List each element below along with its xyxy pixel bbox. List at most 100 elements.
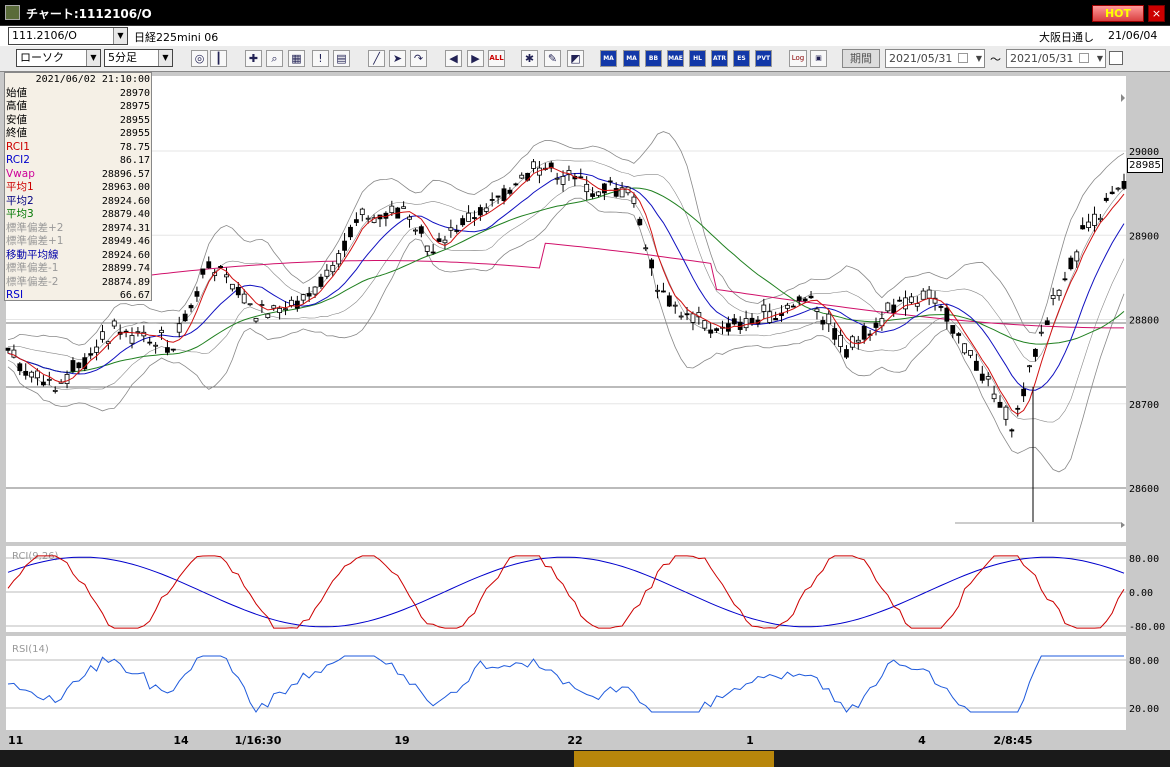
info-row: 平均1 28963.00 [5, 181, 153, 195]
period-button[interactable]: 期間 [842, 49, 880, 68]
candle-body [23, 370, 29, 376]
indicator-button-bb[interactable]: BB [645, 50, 662, 67]
info-row: RCI2 86.17 [5, 154, 153, 168]
grid-icon[interactable]: ▦ [288, 50, 305, 67]
candle-body [861, 325, 867, 340]
candle-body [466, 212, 471, 222]
indicator-button-pvt[interactable]: PVT [755, 50, 772, 67]
symbol-bar: 111.2106/O ▼ 日経225mini 06 大阪日通し 21/06/04 [0, 26, 1170, 46]
symbol-code: 111.2106/O [12, 29, 77, 42]
date-from-field[interactable]: 2021/05/31 ▼ [885, 49, 985, 68]
close-button[interactable]: × [1148, 5, 1165, 22]
chart-area[interactable]: 29000 28900 28800 28700 28600 80.00 0.00 -80.00… [0, 72, 1170, 767]
date-to-value: 2021/05/31 [1010, 52, 1074, 65]
candle-body [5, 347, 11, 351]
candle-body [1074, 251, 1080, 262]
indicator-button-hl[interactable]: HL [689, 50, 706, 67]
candle-body [678, 315, 684, 318]
candle-body [111, 320, 117, 327]
candle-body [796, 296, 802, 301]
candle-body [731, 318, 737, 325]
candle-body [814, 308, 820, 312]
color-icon[interactable]: ◩ [567, 50, 584, 67]
candle-body [944, 307, 950, 322]
symbol-select[interactable]: 111.2106/O ▼ [8, 27, 128, 45]
candle-body [348, 226, 353, 238]
candle-body [1003, 406, 1009, 420]
candle-body [601, 183, 607, 194]
info-key: 終値 [6, 127, 27, 139]
info-row: 終値 28955 [5, 127, 153, 141]
search-chart-icon[interactable]: ⌕ [266, 50, 283, 67]
chart-window-icon[interactable]: ▣ [810, 50, 827, 67]
mark-icon[interactable]: ✚ [245, 50, 262, 67]
info-value: 28949.46 [101, 236, 150, 247]
toolbar: ローソク ▼ 5分足 ▼ ◎ ┃ ✚ ⌕ ▦! ▤ ╱ ➤ ↷ ◀ ▶ ✱ ✎ ◩ ALL MA MA BB M… [0, 46, 1170, 72]
indicator-button-atr[interactable]: ATR [711, 50, 728, 67]
candle-body [926, 289, 932, 299]
time-axis-label: 14 [173, 734, 189, 747]
candle-body [625, 186, 631, 194]
candle-body [1068, 257, 1074, 270]
date-label: 21/06/04 [1108, 29, 1158, 42]
info-value: 28975 [119, 101, 150, 112]
candle-body [696, 312, 702, 318]
bar-icon[interactable]: ┃ [210, 50, 227, 67]
time-axis-label: 11 [8, 734, 23, 747]
price-axis-label: 28700 [1129, 400, 1159, 411]
info-key: 標準偏差-2 [6, 275, 59, 288]
left-icon[interactable]: ◀ [445, 50, 462, 67]
chevron-down-icon: ▼ [1096, 54, 1103, 63]
candle-body [643, 247, 649, 250]
redo-icon[interactable]: ↷ [410, 50, 427, 67]
candle-body [1027, 365, 1032, 368]
hot-button[interactable]: HOT [1092, 5, 1144, 22]
indicator-button-mae[interactable]: MAE [667, 50, 684, 67]
chart-type-select[interactable]: ローソク ▼ [16, 49, 101, 67]
candle-body [531, 161, 536, 169]
candle-body [229, 283, 235, 290]
indicator-button-ma[interactable]: MA [600, 50, 617, 67]
candle-body [708, 329, 714, 334]
symbol-name: 日経225mini 06 [134, 31, 219, 44]
draw-icon[interactable]: ╱ [368, 50, 385, 67]
candle-body [253, 317, 259, 322]
candle-body [938, 306, 944, 308]
info-value: 28955 [119, 114, 150, 126]
info-row: 標準偏差+2 28974.31 [5, 222, 153, 236]
rsi-label: RSI(14) [12, 644, 49, 655]
candle-body [1056, 289, 1062, 297]
candle-body [560, 175, 566, 185]
vwap-line [7, 242, 1124, 329]
all-button[interactable]: ALL [488, 50, 505, 67]
bollinger-lower1 [7, 185, 1125, 423]
tool-icon[interactable]: ✎ [544, 50, 561, 67]
settings-icon[interactable]: ✱ [521, 50, 538, 67]
candle-body [277, 307, 283, 313]
info-value: 28970 [119, 87, 150, 99]
indicator-button-ma[interactable]: MA [623, 50, 640, 67]
right-icon[interactable]: ▶ [467, 50, 484, 67]
doc-icon[interactable]: ▤ [333, 50, 350, 67]
candle-body [855, 339, 861, 343]
candle-body [702, 320, 708, 329]
interval-select[interactable]: 5分足 ▼ [104, 49, 173, 67]
log-button[interactable]: Log [789, 50, 807, 67]
date-to-field[interactable]: 2021/05/31 ▼ [1006, 49, 1106, 68]
pointer-icon[interactable]: ➤ [389, 50, 406, 67]
calendar-icon [1079, 53, 1089, 63]
candle-body [649, 259, 655, 269]
price-axis-label: 28800 [1129, 316, 1159, 327]
zoom-icon[interactable]: ◎ [191, 50, 208, 67]
candle-body [661, 290, 666, 293]
candle-body [64, 373, 70, 384]
candle-body [188, 305, 194, 309]
period-checkbox[interactable] [1109, 51, 1123, 65]
indicator-button-es[interactable]: ES [733, 50, 750, 67]
candle-body [218, 265, 223, 268]
candle-body [76, 362, 82, 369]
alert-icon[interactable]: ! [312, 50, 329, 67]
chart-canvas[interactable]: 29000 28900 28800 28700 28600 80.00 0.00 -80.00… [0, 72, 1170, 767]
candle-body [1103, 197, 1109, 201]
candle-body [1121, 180, 1127, 189]
